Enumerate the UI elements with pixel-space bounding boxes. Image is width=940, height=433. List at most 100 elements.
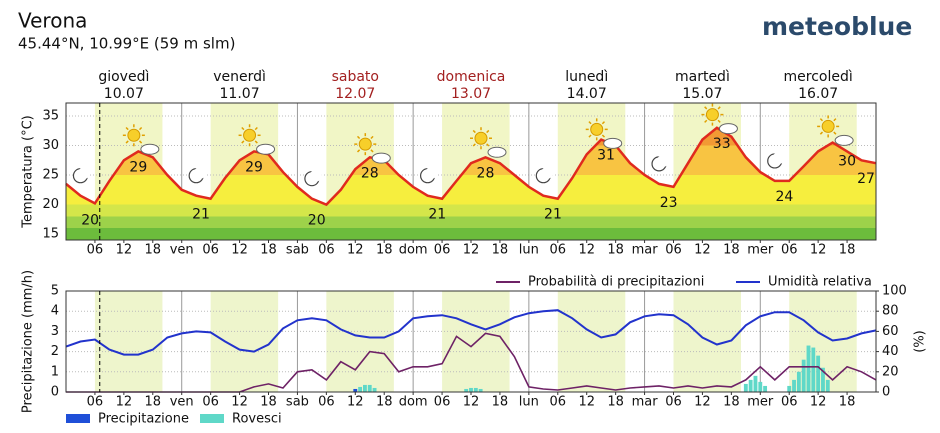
weather-icon <box>241 126 245 131</box>
x-tick-label: ven <box>170 395 194 410</box>
weather-icon <box>821 119 835 133</box>
day-name: martedì <box>675 69 730 85</box>
precip-bar <box>821 367 825 392</box>
y-axis-label: Temperatura (°C) <box>21 115 36 228</box>
precip-bar <box>473 387 478 392</box>
x-tick-label: 06 <box>87 243 104 258</box>
x-tick-label: sab <box>286 395 309 410</box>
extreme-label: 29 <box>245 159 263 175</box>
weather-icon <box>140 143 160 155</box>
precip-bar <box>469 387 473 392</box>
y-tick-label: 1 <box>51 364 59 379</box>
legend-label: Probabilità di precipitazioni <box>528 275 704 290</box>
precip-bar <box>363 384 367 392</box>
y-axis-label: Precipitazione (mm/h) <box>21 270 36 413</box>
weather-icon <box>718 123 738 135</box>
x-tick-label: 12 <box>463 395 480 410</box>
plot-frame <box>65 290 877 393</box>
extreme-label: 23 <box>660 195 678 211</box>
extreme-label: 21 <box>192 207 210 223</box>
x-tick-label: 12 <box>347 243 364 258</box>
x-tick-label: 18 <box>723 243 740 258</box>
series-line <box>65 309 877 356</box>
x-tick-label: 18 <box>492 395 509 410</box>
y-tick-label: 4 <box>51 304 59 319</box>
coords: 45.44°N, 10.99°E (59 m slm) <box>18 35 235 53</box>
x-tick-label: 12 <box>694 395 711 410</box>
x-tick-label: 12 <box>231 395 248 410</box>
day-name: domenica <box>437 69 506 85</box>
x-tick-label: 12 <box>347 395 364 410</box>
day-name: mercoledì <box>784 69 853 85</box>
weather-icon <box>474 131 488 145</box>
y-tick-label: 0 <box>51 385 59 400</box>
y-tick-label: 3 <box>51 324 59 339</box>
precip-bar <box>758 381 763 392</box>
y2-tick-label: 40 <box>882 344 899 359</box>
y2-tick-label: 60 <box>882 324 899 339</box>
daylight-band <box>326 291 394 392</box>
x-tick-label: mer <box>747 243 774 258</box>
precip-bar <box>811 347 816 392</box>
brand-logo: meteoblue <box>762 12 912 41</box>
weather-icon <box>601 134 606 138</box>
day-date: 13.07 <box>451 86 491 102</box>
x-tick-label: 06 <box>434 243 451 258</box>
x-tick-label: 18 <box>260 395 277 410</box>
y2-axis-label: (%) <box>913 330 928 353</box>
day-name: giovedì <box>98 69 149 85</box>
x-tick-label: 12 <box>116 243 133 258</box>
weather-icon <box>194 166 207 179</box>
extreme-label: 21 <box>428 207 446 223</box>
x-tick-label: mar <box>632 395 659 410</box>
weather-icon <box>834 134 854 146</box>
weather-icon <box>309 169 322 182</box>
weather-icon <box>588 121 592 125</box>
x-tick-label: 12 <box>694 243 711 258</box>
day-name: lunedì <box>565 69 608 85</box>
extreme-label: 28 <box>477 165 495 181</box>
weather-icon <box>603 137 623 149</box>
y2-tick-label: 20 <box>882 364 899 379</box>
x-tick-label: 06 <box>550 395 567 410</box>
weather-icon <box>125 140 129 144</box>
weather-icon <box>125 126 129 131</box>
extreme-label: 29 <box>129 159 147 175</box>
extreme-label: 30 <box>838 154 856 170</box>
weather-icon <box>241 140 245 144</box>
precip-bar <box>753 375 758 392</box>
weather-icon <box>472 143 476 147</box>
x-tick-label: 06 <box>202 243 219 258</box>
extreme-label: 20 <box>308 213 326 229</box>
weather-icon <box>370 135 374 140</box>
weather-icon <box>358 137 372 151</box>
daylight-band <box>557 291 626 392</box>
x-tick-label: dom <box>399 395 428 410</box>
x-tick-label: 06 <box>550 243 567 258</box>
y-tick-label: 2 <box>51 344 59 359</box>
legend-swatch <box>200 414 224 423</box>
weather-icon <box>356 149 361 153</box>
x-tick-label: 06 <box>665 395 682 410</box>
weather-icon <box>472 129 476 134</box>
weather-icon <box>819 131 824 135</box>
legend-label: Precipitazione <box>98 412 189 427</box>
y-tick-label: 25 <box>42 168 59 183</box>
legend-label: Rovesci <box>232 412 282 427</box>
daylight-band <box>210 291 279 392</box>
weather-icon <box>371 152 391 164</box>
x-tick-label: 06 <box>665 243 682 258</box>
x-tick-label: 18 <box>376 243 393 258</box>
x-tick-label: 06 <box>318 395 335 410</box>
x-tick-label: 06 <box>781 243 798 258</box>
temperature-line <box>65 126 877 207</box>
precip-bar <box>367 384 372 392</box>
precip-bar <box>358 386 363 392</box>
plot-frame <box>65 102 877 241</box>
day-date: 10.07 <box>104 86 144 102</box>
precip-bar <box>816 355 821 392</box>
weather-icon <box>541 166 554 179</box>
x-tick-label: 12 <box>463 243 480 258</box>
x-tick-label: 18 <box>260 243 277 258</box>
x-tick-label: 18 <box>492 243 509 258</box>
